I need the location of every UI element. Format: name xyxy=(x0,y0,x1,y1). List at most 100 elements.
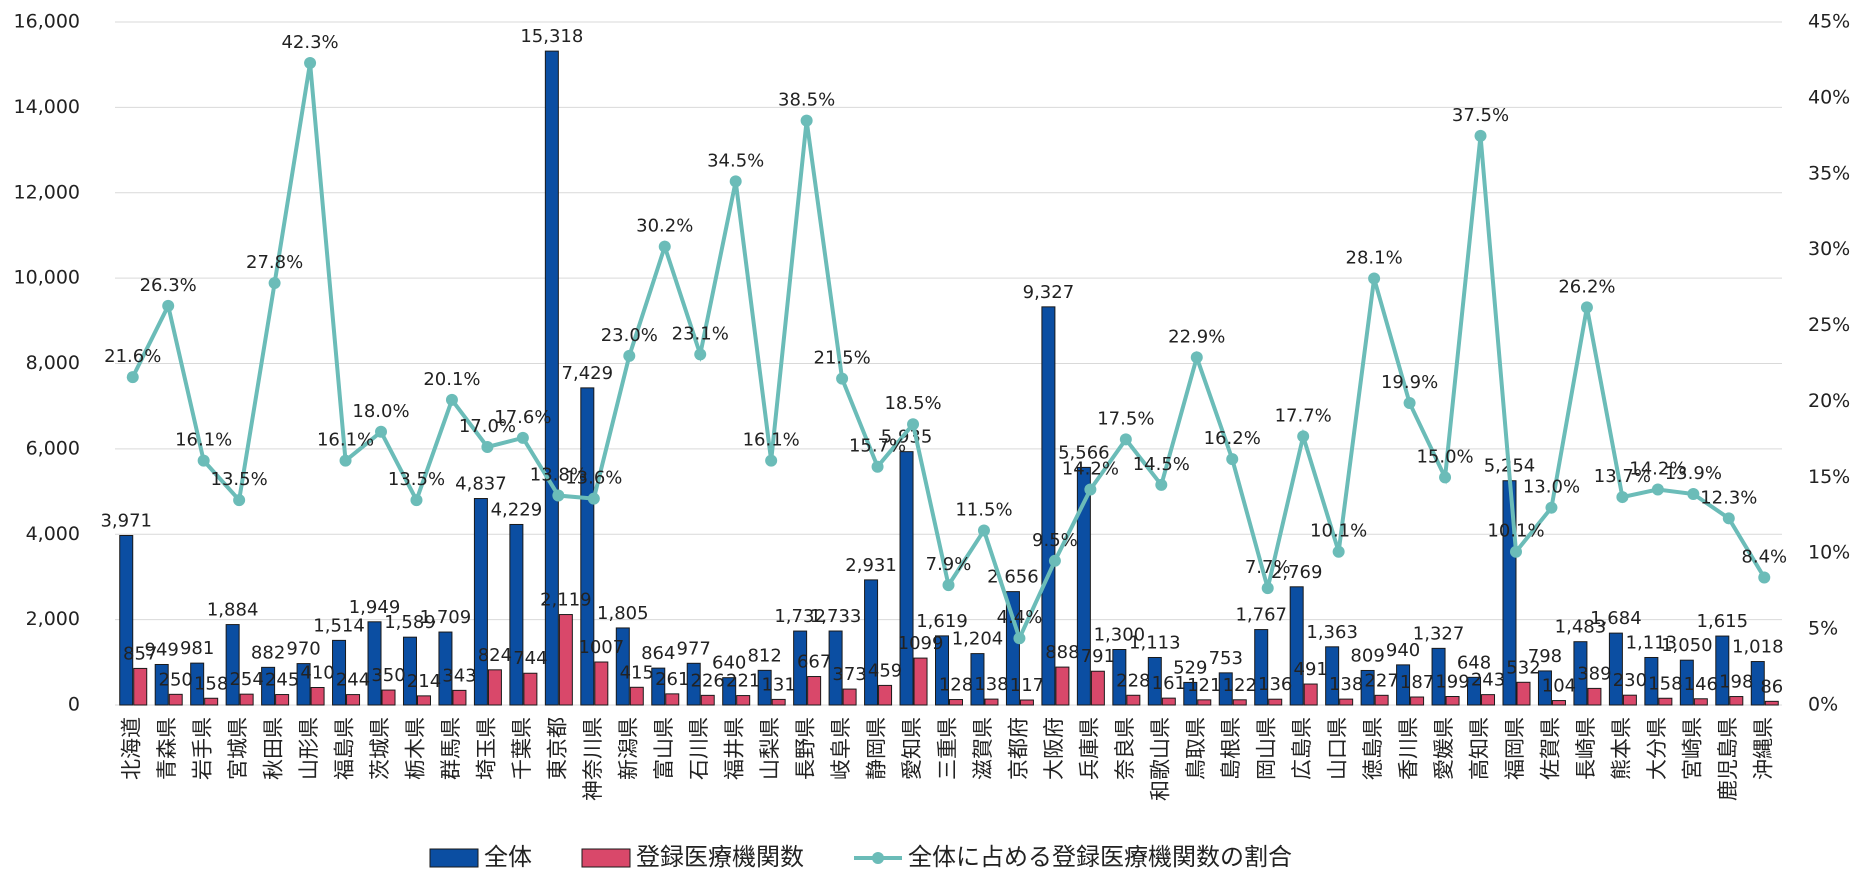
data-label: 14.5% xyxy=(1133,454,1190,475)
bar xyxy=(1608,632,1623,706)
data-label: 128 xyxy=(939,675,973,696)
line-point xyxy=(1439,471,1452,484)
data-label: 14.2% xyxy=(1062,458,1119,479)
data-label: 949 xyxy=(145,639,179,660)
data-label: 138 xyxy=(974,674,1008,695)
data-label: 15.7% xyxy=(849,436,906,457)
x-tick-label: 大分県 xyxy=(1645,717,1669,780)
line-point xyxy=(516,431,529,444)
x-tick-label: 宮崎県 xyxy=(1680,717,1704,780)
line-point xyxy=(871,460,884,473)
x-tick-label: 香川県 xyxy=(1397,717,1421,780)
line-point xyxy=(942,579,955,592)
line-point xyxy=(729,175,742,188)
bar xyxy=(1339,698,1354,706)
data-label: 343 xyxy=(442,665,476,686)
bar xyxy=(1537,670,1552,706)
data-label: 16.2% xyxy=(1204,428,1261,449)
bar xyxy=(1289,586,1304,706)
data-label: 2,931 xyxy=(845,555,897,576)
bar xyxy=(1218,672,1233,706)
data-label: 11.5% xyxy=(955,499,1012,520)
bar xyxy=(771,698,786,706)
x-tick-label: 高知県 xyxy=(1468,717,1492,780)
line-point xyxy=(623,349,636,362)
y-tick-label: 10,000 xyxy=(14,267,80,289)
bar xyxy=(1076,466,1091,706)
data-label: 121 xyxy=(1187,675,1221,696)
x-tick-label: 静岡県 xyxy=(865,717,889,780)
data-label: 640 xyxy=(712,653,746,674)
data-label: 2,119 xyxy=(540,590,592,611)
bar xyxy=(204,697,219,706)
data-label: 131 xyxy=(761,674,795,695)
line-point xyxy=(1616,491,1629,504)
bar xyxy=(119,534,134,706)
bar xyxy=(190,662,205,706)
data-label: 13.5% xyxy=(388,469,445,490)
data-label: 42.3% xyxy=(281,32,338,53)
data-label: 7.7% xyxy=(1245,557,1291,578)
data-label: 864 xyxy=(641,643,675,664)
x-tick-label: 島根県 xyxy=(1219,717,1243,780)
line-point xyxy=(836,372,849,385)
data-label: 122 xyxy=(1223,675,1257,696)
data-label: 245 xyxy=(265,670,299,691)
bar xyxy=(913,657,928,706)
bar xyxy=(310,686,325,706)
data-label: 17.7% xyxy=(1275,405,1332,426)
bar xyxy=(1112,649,1127,706)
legend-swatch xyxy=(429,848,479,868)
data-label: 254 xyxy=(229,669,263,690)
bar xyxy=(1467,676,1482,706)
data-label: 1,363 xyxy=(1306,622,1358,643)
data-label: 5,566 xyxy=(1058,442,1110,463)
data-label: 28.1% xyxy=(1346,248,1403,269)
data-label: 146 xyxy=(1684,674,1718,695)
line-point xyxy=(1190,351,1203,364)
data-label: 158 xyxy=(1648,673,1682,694)
bar xyxy=(1431,647,1446,706)
data-label: 1,615 xyxy=(1697,611,1749,632)
line-point xyxy=(1261,582,1274,595)
data-label: 1,300 xyxy=(1094,625,1146,646)
line-point xyxy=(1545,501,1558,514)
bar xyxy=(1481,694,1496,706)
line-point xyxy=(1580,301,1593,314)
x-tick-label: 愛媛県 xyxy=(1432,717,1456,780)
bar xyxy=(984,698,999,706)
line-point xyxy=(375,425,388,438)
data-label: 226 xyxy=(691,670,725,691)
bar xyxy=(1587,687,1602,706)
bar xyxy=(1729,696,1744,706)
x-tick-label: 茨城県 xyxy=(368,717,392,780)
bar xyxy=(402,636,417,706)
line-point xyxy=(658,240,671,253)
data-label: 136 xyxy=(1258,674,1292,695)
bar xyxy=(580,387,595,706)
data-label: 13.9% xyxy=(1665,463,1722,484)
legend-swatch xyxy=(872,852,884,864)
x-tick-label: 愛知県 xyxy=(900,717,924,780)
data-label: 230 xyxy=(1613,670,1647,691)
data-label: 23.0% xyxy=(601,325,658,346)
line-point xyxy=(1332,545,1345,558)
bar xyxy=(686,662,701,706)
data-label: 1,483 xyxy=(1555,617,1607,638)
data-label: 199 xyxy=(1435,672,1469,693)
x-tick-label: 埼玉県 xyxy=(474,717,498,780)
bar xyxy=(1019,699,1034,706)
data-label: 244 xyxy=(336,670,370,691)
x-tick-label: 徳島県 xyxy=(1361,717,1385,780)
data-label: 1,732 xyxy=(774,606,826,627)
data-label: 138 xyxy=(1329,674,1363,695)
bar xyxy=(346,694,361,706)
data-label: 13.8% xyxy=(530,465,587,486)
bar xyxy=(133,667,148,706)
bar xyxy=(970,653,985,706)
bar xyxy=(935,635,949,706)
data-label: 227 xyxy=(1364,670,1398,691)
data-label: 86 xyxy=(1760,676,1783,697)
data-label: 13.0% xyxy=(1523,477,1580,498)
